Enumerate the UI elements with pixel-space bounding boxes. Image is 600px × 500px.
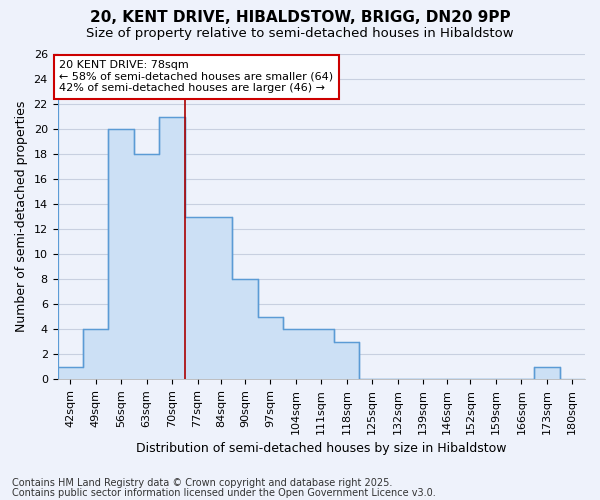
Y-axis label: Number of semi-detached properties: Number of semi-detached properties bbox=[15, 101, 28, 332]
Text: 20 KENT DRIVE: 78sqm
← 58% of semi-detached houses are smaller (64)
42% of semi-: 20 KENT DRIVE: 78sqm ← 58% of semi-detac… bbox=[59, 60, 334, 94]
Text: Contains public sector information licensed under the Open Government Licence v3: Contains public sector information licen… bbox=[12, 488, 436, 498]
X-axis label: Distribution of semi-detached houses by size in Hibaldstow: Distribution of semi-detached houses by … bbox=[136, 442, 506, 455]
Text: Contains HM Land Registry data © Crown copyright and database right 2025.: Contains HM Land Registry data © Crown c… bbox=[12, 478, 392, 488]
Text: Size of property relative to semi-detached houses in Hibaldstow: Size of property relative to semi-detach… bbox=[86, 28, 514, 40]
Text: 20, KENT DRIVE, HIBALDSTOW, BRIGG, DN20 9PP: 20, KENT DRIVE, HIBALDSTOW, BRIGG, DN20 … bbox=[89, 10, 511, 25]
